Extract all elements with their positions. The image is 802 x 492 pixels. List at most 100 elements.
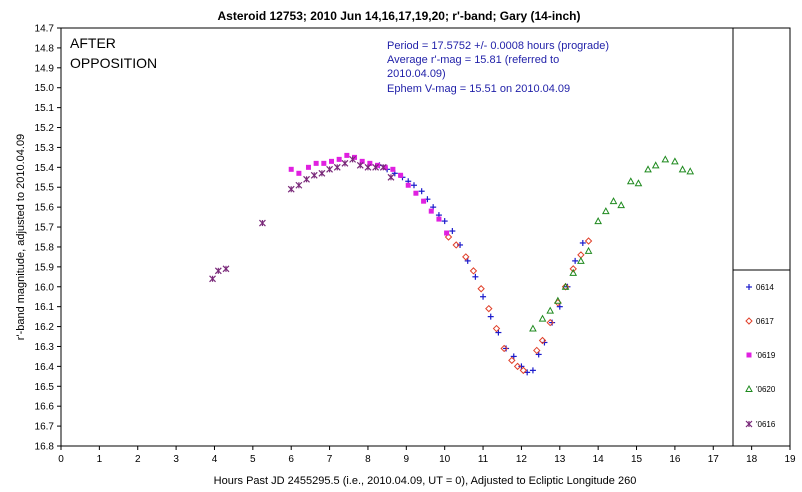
data-point: [372, 163, 380, 171]
data-point: [617, 201, 626, 209]
data-point: [390, 166, 396, 172]
data-point: [321, 160, 327, 166]
x-tick-label: 15: [631, 454, 643, 465]
y-tick-label: 16.7: [35, 422, 55, 433]
data-point: [472, 273, 479, 280]
y-tick-label: 14.7: [35, 24, 55, 35]
data-point: [556, 303, 563, 310]
x-tick-label: 5: [250, 454, 256, 465]
data-point: [379, 163, 387, 171]
legend-label: 0614: [756, 283, 774, 292]
y-tick-label: 16.5: [35, 382, 55, 393]
data-point: [538, 314, 547, 322]
data-point: [626, 177, 635, 185]
legend-marker: [745, 384, 753, 392]
data-series: [209, 152, 695, 376]
plot-area: [60, 27, 791, 447]
data-point: [287, 185, 295, 193]
legend-marker: [746, 284, 752, 290]
legend-label: '0616: [756, 420, 776, 429]
data-point: [428, 208, 434, 214]
y-tick-label: 16.8: [35, 442, 55, 453]
data-point: [209, 275, 216, 283]
data-point: [413, 190, 419, 196]
data-point: [336, 156, 342, 162]
series-0616: [209, 155, 395, 283]
x-axis-label: Hours Past JD 2455295.5 (i.e., 2010.04.0…: [214, 475, 637, 487]
y-tick-label: 16.2: [35, 322, 55, 333]
data-point: [480, 293, 487, 300]
x-tick-label: 2: [135, 454, 141, 465]
info-line-1: Period = 17.5752 +/- 0.0008 hours (progr…: [387, 40, 609, 52]
data-point: [533, 346, 541, 355]
y-tick-label: 15.1: [35, 103, 55, 114]
x-tick-label: 10: [439, 454, 451, 465]
legend-label: '0619: [756, 351, 776, 360]
data-point: [554, 296, 562, 304]
data-point: [410, 182, 417, 189]
data-point: [356, 161, 364, 169]
data-point: [513, 362, 522, 371]
data-point: [296, 170, 302, 176]
data-point: [500, 344, 508, 353]
data-point: [577, 256, 585, 264]
data-point: [313, 160, 319, 166]
x-tick-label: 13: [554, 454, 566, 465]
data-point: [569, 268, 578, 276]
data-point: [579, 239, 586, 246]
data-point: [359, 158, 365, 164]
y-tick-label: 16.3: [35, 342, 55, 353]
data-point: [535, 351, 542, 358]
data-point: [464, 257, 471, 264]
data-point: [529, 324, 537, 332]
y-tick-label: 15.5: [35, 183, 55, 194]
data-point: [492, 324, 501, 333]
data-point: [326, 165, 334, 173]
y-axis-ticks: 14.7 14.8 14.9 15.0 15.1 15.2 15.3 15.4 15.5 15.6…: [35, 24, 61, 453]
data-point: [634, 179, 643, 187]
data-point: [508, 356, 516, 365]
data-point: [405, 182, 411, 188]
y-tick-label: 15.7: [35, 223, 55, 234]
x-tick-label: 7: [327, 454, 333, 465]
x-tick-label: 4: [212, 454, 218, 465]
chart-title: Asteroid 12753; 2010 Jun 14,16,17,19,20;…: [217, 9, 580, 23]
x-tick-label: 6: [288, 454, 294, 465]
y-tick-label: 16.1: [35, 302, 55, 313]
data-point: [644, 165, 652, 173]
data-point: [303, 175, 310, 183]
data-point: [572, 257, 579, 264]
y-tick-label: 15.8: [35, 242, 55, 253]
legend: 0614 0617 '0619 '0620 '0616: [745, 283, 776, 429]
data-point: [364, 163, 372, 171]
data-point: [661, 155, 670, 163]
data-point: [382, 164, 388, 170]
x-tick-label: 14: [593, 454, 605, 465]
data-point: [686, 167, 695, 175]
data-point: [452, 241, 460, 249]
y-tick-label: 15.2: [35, 123, 55, 134]
data-point: [651, 161, 660, 169]
data-point: [449, 228, 456, 235]
y-tick-label: 14.9: [35, 63, 55, 74]
x-tick-label: 16: [669, 454, 681, 465]
data-point: [546, 306, 555, 314]
data-point: [398, 172, 404, 178]
legend-label: '0620: [756, 385, 776, 394]
data-point: [333, 163, 341, 171]
data-point: [529, 367, 536, 374]
y-tick-label: 15.9: [35, 262, 55, 273]
data-point: [387, 173, 395, 181]
data-point: [469, 267, 478, 275]
data-point: [678, 165, 687, 173]
data-point: [328, 158, 334, 164]
data-point: [222, 265, 230, 273]
legend-marker: [745, 420, 753, 428]
data-point: [436, 216, 442, 222]
x-tick-label: 9: [404, 454, 410, 465]
x-tick-label: 1: [97, 454, 103, 465]
legend-marker: [746, 352, 752, 358]
data-point: [561, 282, 570, 290]
x-tick-label: 12: [516, 454, 528, 465]
y-tick-label: 15.4: [35, 163, 55, 174]
